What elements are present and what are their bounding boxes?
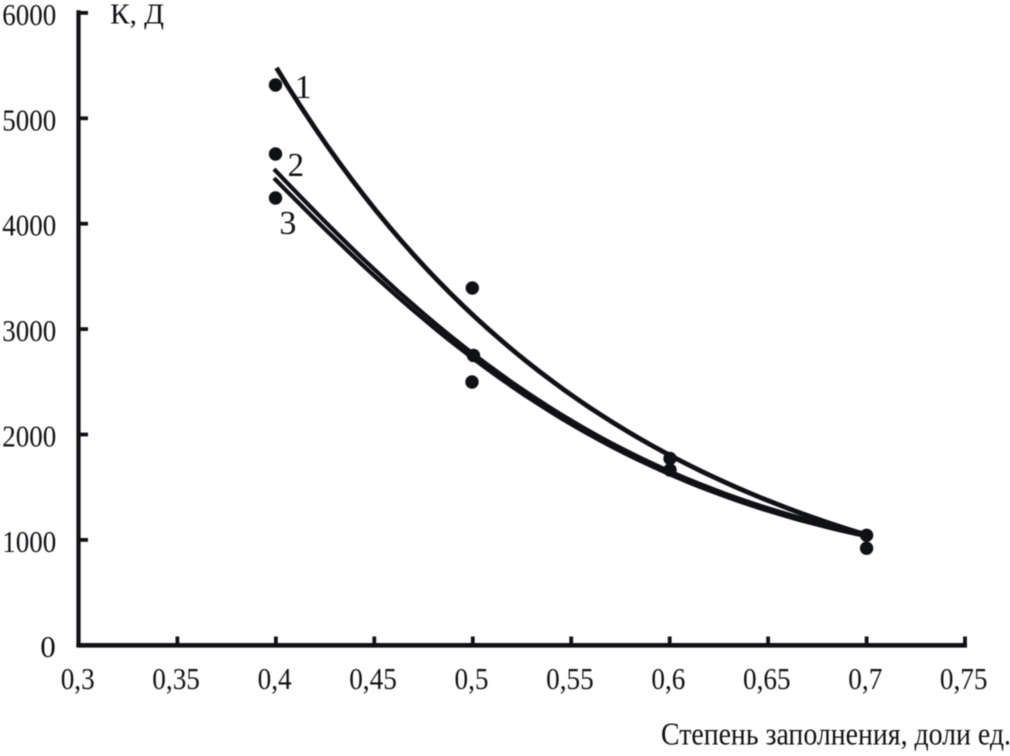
svg-text:0,55: 0,55 [546, 661, 594, 696]
svg-text:5000: 5000 [2, 102, 56, 137]
svg-text:0,45: 0,45 [349, 661, 397, 696]
svg-text:0,3: 0,3 [61, 661, 95, 696]
svg-text:6000: 6000 [2, 0, 56, 32]
svg-text:3000: 3000 [2, 313, 56, 348]
svg-text:0,65: 0,65 [743, 661, 791, 696]
svg-text:0: 0 [40, 629, 56, 664]
svg-text:1: 1 [295, 69, 312, 106]
svg-text:Степень заполнения, доли ед.: Степень заполнения, доли ед. [661, 716, 1010, 751]
svg-text:2000: 2000 [2, 419, 56, 454]
svg-text:3: 3 [279, 205, 296, 242]
svg-text:0,7: 0,7 [848, 661, 882, 696]
svg-text:0,5: 0,5 [455, 661, 489, 696]
svg-text:К, Д: К, Д [110, 0, 164, 31]
svg-text:0,4: 0,4 [258, 661, 292, 696]
svg-text:0,75: 0,75 [940, 661, 988, 696]
svg-text:1000: 1000 [2, 524, 56, 559]
svg-text:4000: 4000 [2, 208, 56, 243]
svg-text:0,6: 0,6 [651, 661, 685, 696]
svg-text:2: 2 [288, 147, 304, 184]
svg-text:0,35: 0,35 [152, 661, 200, 696]
